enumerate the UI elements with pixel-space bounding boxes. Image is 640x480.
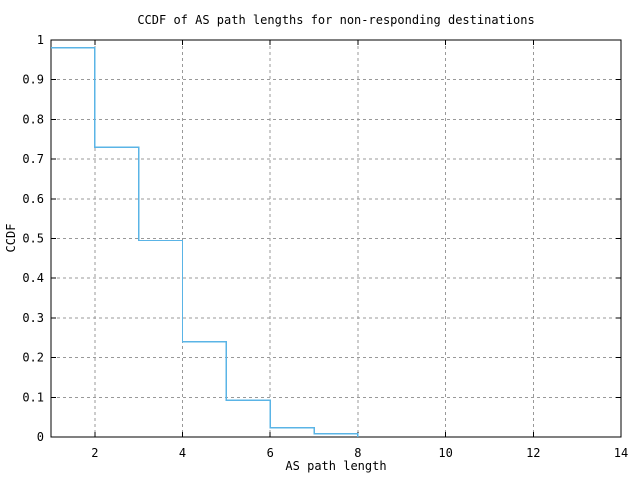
- x-tick-label: 14: [614, 446, 628, 460]
- x-tick-label: 2: [91, 446, 98, 460]
- x-tick-label: 10: [438, 446, 452, 460]
- y-tick-label: 0.9: [22, 73, 44, 87]
- x-tick-label: 4: [179, 446, 186, 460]
- y-tick-label: 0.6: [22, 192, 44, 206]
- chart-title: CCDF of AS path lengths for non-respondi…: [137, 13, 535, 27]
- y-axis-label: CCDF: [4, 223, 18, 253]
- y-tick-label: 0.2: [22, 351, 44, 365]
- y-tick-label: 0.8: [22, 112, 44, 126]
- y-tick-label: 0.3: [22, 311, 44, 325]
- y-tick-label: 0.4: [22, 271, 44, 285]
- x-tick-label: 8: [354, 446, 361, 460]
- y-tick-label: 0.5: [22, 232, 44, 246]
- ccdf-step-line: [51, 47, 359, 437]
- x-tick-label: 6: [267, 446, 274, 460]
- x-tick-label: 12: [526, 446, 540, 460]
- y-tick-label: 0: [37, 430, 44, 444]
- y-tick-label: 1: [37, 33, 44, 47]
- y-tick-label: 0.1: [22, 390, 44, 404]
- y-tick-label: 0.7: [22, 152, 44, 166]
- x-axis-label: AS path length: [285, 459, 387, 473]
